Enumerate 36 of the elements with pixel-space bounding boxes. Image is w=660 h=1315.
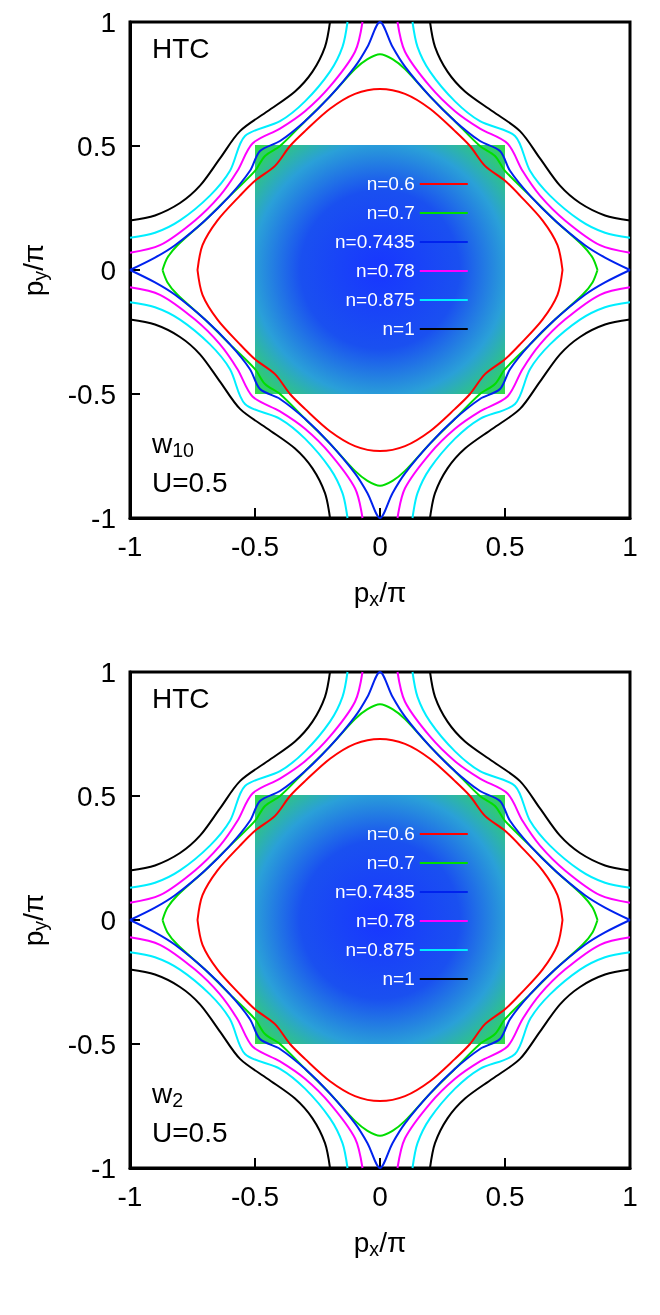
x-tick-label: -0.5 <box>230 1180 280 1212</box>
x-tick-label: 0 <box>372 1180 388 1212</box>
legend-label: n=1 <box>382 968 415 990</box>
y-tick-label: -1 <box>91 502 116 534</box>
y-tick-label: -0.5 <box>67 378 116 410</box>
annotation: HTC <box>152 682 210 714</box>
legend-label: n=0.6 <box>366 823 415 845</box>
y-tick-label: 0.5 <box>77 130 116 162</box>
legend-label: n=0.7 <box>366 202 415 224</box>
legend-label: n=0.7435 <box>334 881 415 903</box>
legend-label: n=1 <box>382 318 415 340</box>
y-tick-label: 0.5 <box>77 780 116 812</box>
y-tick-label: 0 <box>100 254 116 286</box>
y-tick-label: 1 <box>100 656 116 688</box>
x-tick-label: 0 <box>372 530 388 562</box>
x-tick-label: -0.5 <box>230 530 280 562</box>
x-tick-label: 1 <box>622 530 638 562</box>
annotation: U=0.5 <box>152 466 228 498</box>
x-tick-label: 0.5 <box>485 530 525 562</box>
legend-label: n=0.78 <box>356 260 415 282</box>
annotation: U=0.5 <box>152 1116 228 1148</box>
legend-label: n=0.78 <box>356 910 415 932</box>
y-tick-label: 0 <box>100 904 116 936</box>
legend-label: n=0.875 <box>345 939 415 961</box>
y-tick-label: 1 <box>100 6 116 38</box>
x-tick-label: 0.5 <box>485 1180 525 1212</box>
legend-label: n=0.6 <box>366 173 415 195</box>
y-tick-label: -0.5 <box>67 1028 116 1060</box>
x-tick-label: 1 <box>622 1180 638 1212</box>
annotation: HTC <box>152 32 210 64</box>
legend-label: n=0.7 <box>366 852 415 874</box>
legend-label: n=0.875 <box>345 289 415 311</box>
legend-label: n=0.7435 <box>334 231 415 253</box>
y-axis-title: py/π <box>18 893 51 947</box>
y-tick-label: -1 <box>91 1152 116 1184</box>
y-axis-title: py/π <box>18 243 51 297</box>
